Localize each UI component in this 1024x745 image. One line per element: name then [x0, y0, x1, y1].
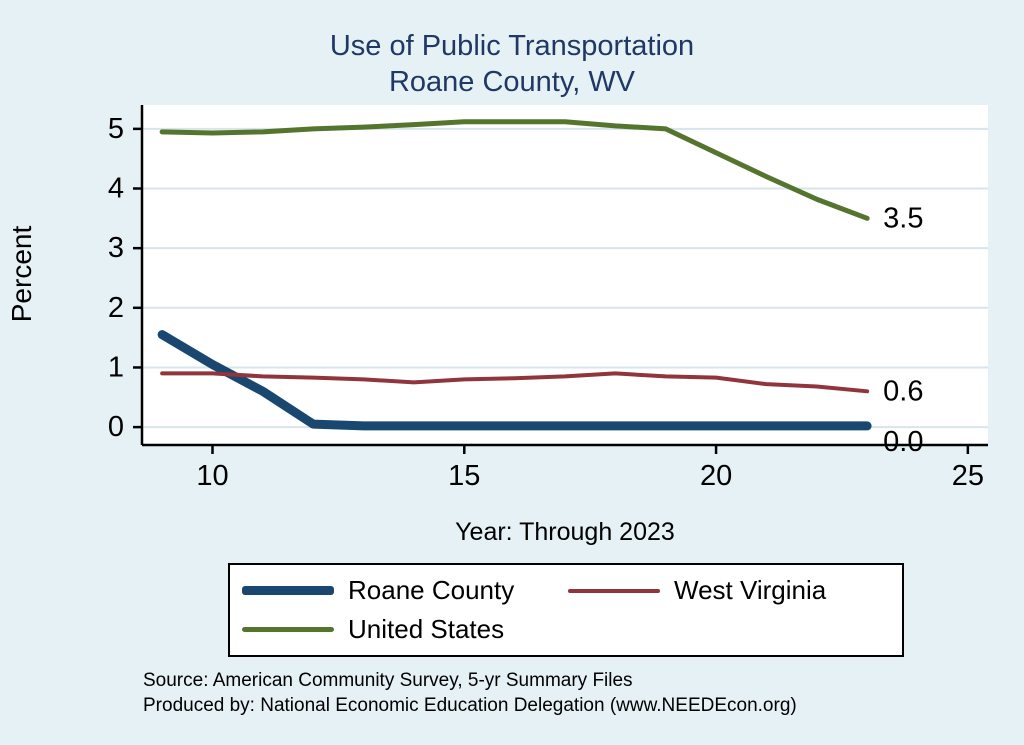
series-line-roane-county [157, 330, 872, 431]
end-label-united-states: 3.5 [883, 202, 923, 234]
x-axis-label: Year: Through 2023 [455, 518, 675, 546]
source-note: Source: American Community Survey, 5-yr … [143, 670, 633, 691]
legend-label-united-states: United States [348, 614, 505, 644]
legend-swatch-roane-county [242, 586, 334, 595]
chart-title-line1: Use of Public Transportation [329, 30, 695, 62]
legend-swatch-united-states [242, 627, 334, 632]
x-tick-label-10: 10 [196, 460, 228, 492]
legend-swatch-west-virginia [568, 588, 660, 593]
y-tick-label-0: 0 [108, 411, 124, 443]
series-line-united-states [159, 119, 870, 221]
end-label-roane-county: 0.0 [883, 426, 923, 458]
y-tick-label-2: 2 [108, 292, 124, 324]
series-line-west-virginia [160, 371, 870, 394]
y-tick-label-3: 3 [108, 232, 124, 264]
legend-item-roane-county: Roane County [242, 575, 568, 606]
x-tick-label-25: 25 [952, 460, 984, 492]
chart-title: Use of Public Transportation Roane Count… [0, 28, 1024, 100]
legend: Roane County West Virginia United States [228, 563, 904, 657]
x-tick-label-20: 20 [700, 460, 732, 492]
produced-note: Produced by: National Economic Education… [143, 695, 797, 716]
y-tick-label-4: 4 [108, 173, 124, 205]
legend-item-united-states: United States [242, 614, 568, 645]
legend-label-roane-county: Roane County [348, 575, 515, 605]
y-tick-label-5: 5 [108, 113, 124, 145]
legend-item-west-virginia: West Virginia [568, 575, 894, 606]
end-label-west-virginia: 0.6 [883, 375, 923, 407]
y-tick-label-1: 1 [108, 351, 124, 383]
plot-area: 0 1 2 3 4 5 10 15 20 25 0.0 0.6 3.5 [108, 105, 988, 492]
x-tick-label-15: 15 [448, 460, 480, 492]
footnotes: Source: American Community Survey, 5-yr … [143, 668, 797, 718]
legend-label-west-virginia: West Virginia [674, 575, 827, 605]
chart-title-line2: Roane County, WV [388, 66, 636, 98]
